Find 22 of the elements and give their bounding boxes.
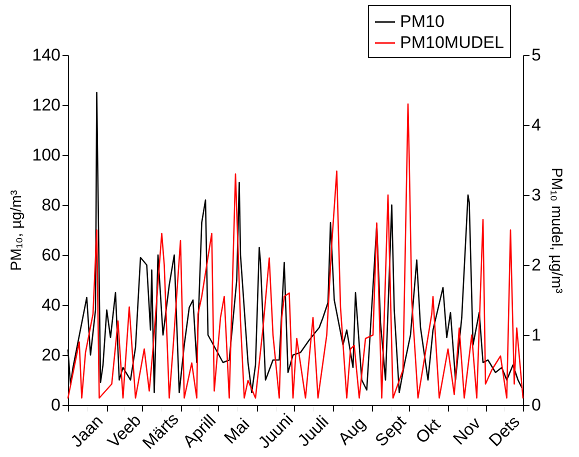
y-tick-label: 100 bbox=[32, 146, 60, 164]
y2-tick-label: 1 bbox=[532, 326, 541, 344]
x-tick-label: Nov bbox=[449, 413, 485, 449]
y2-tick-label: 0 bbox=[532, 396, 541, 414]
y-axis-title: PM₁₀, µg/m³ bbox=[8, 190, 26, 271]
y-tick-label: 120 bbox=[32, 96, 60, 114]
x-tick-label: Okt bbox=[412, 414, 444, 448]
legend-label: PM10MUDEL bbox=[400, 33, 504, 52]
y-tick-label: 0 bbox=[51, 396, 60, 414]
y2-axis-title: PM₁₀ mudel, µg/m³ bbox=[548, 168, 565, 294]
y-tick-label: 140 bbox=[32, 46, 60, 64]
y2-tick-label: 5 bbox=[532, 46, 541, 64]
y2-tick-label: 2 bbox=[532, 256, 541, 274]
legend-label: PM10 bbox=[400, 12, 444, 31]
x-tick-label: Aug bbox=[334, 414, 370, 449]
y2-tick-label: 3 bbox=[532, 186, 541, 204]
y-tick-label: 40 bbox=[42, 296, 60, 314]
y-tick-label: 60 bbox=[42, 246, 60, 264]
y2-tick-label: 4 bbox=[532, 116, 541, 134]
x-tick-label: Mai bbox=[220, 414, 254, 448]
y-tick-label: 20 bbox=[42, 346, 60, 364]
y-tick-label: 80 bbox=[42, 196, 60, 214]
